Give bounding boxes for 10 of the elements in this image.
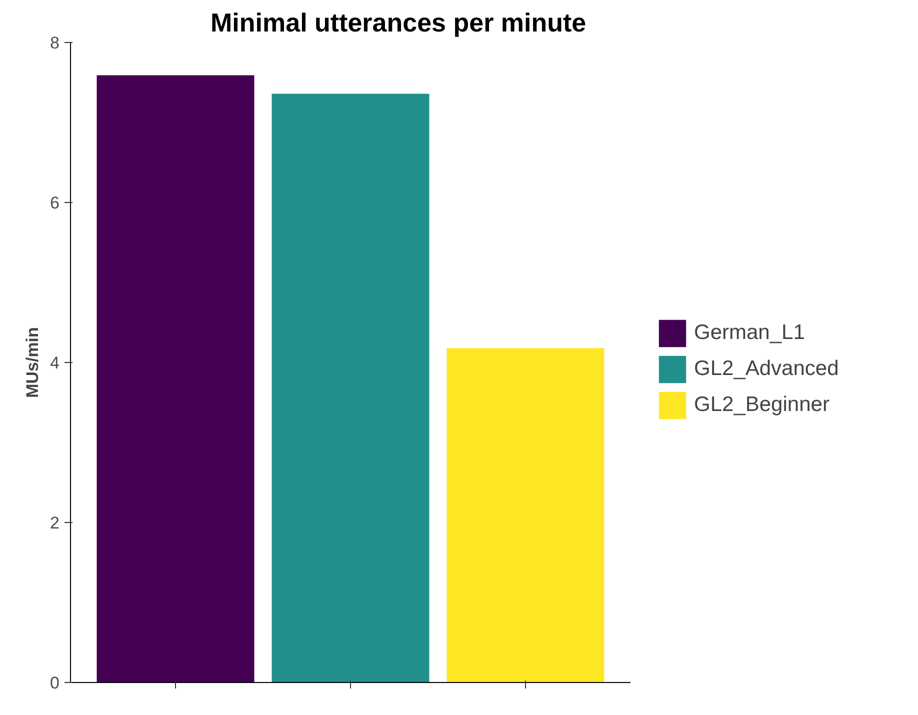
y-tick-label: 4 [50, 354, 60, 372]
y-tick-label: 0 [50, 674, 60, 692]
chart-title: Minimal utterances per minute [210, 8, 586, 38]
y-axis-title: MUs/min [23, 327, 42, 398]
legend-label: GL2_Beginner [694, 393, 830, 417]
y-tick-label: 8 [50, 34, 60, 52]
y-tick-label: 2 [50, 514, 60, 532]
legend-label: GL2_Advanced [694, 357, 839, 381]
y-tick-label: 6 [50, 194, 60, 212]
legend-label: German_L1 [694, 321, 805, 345]
